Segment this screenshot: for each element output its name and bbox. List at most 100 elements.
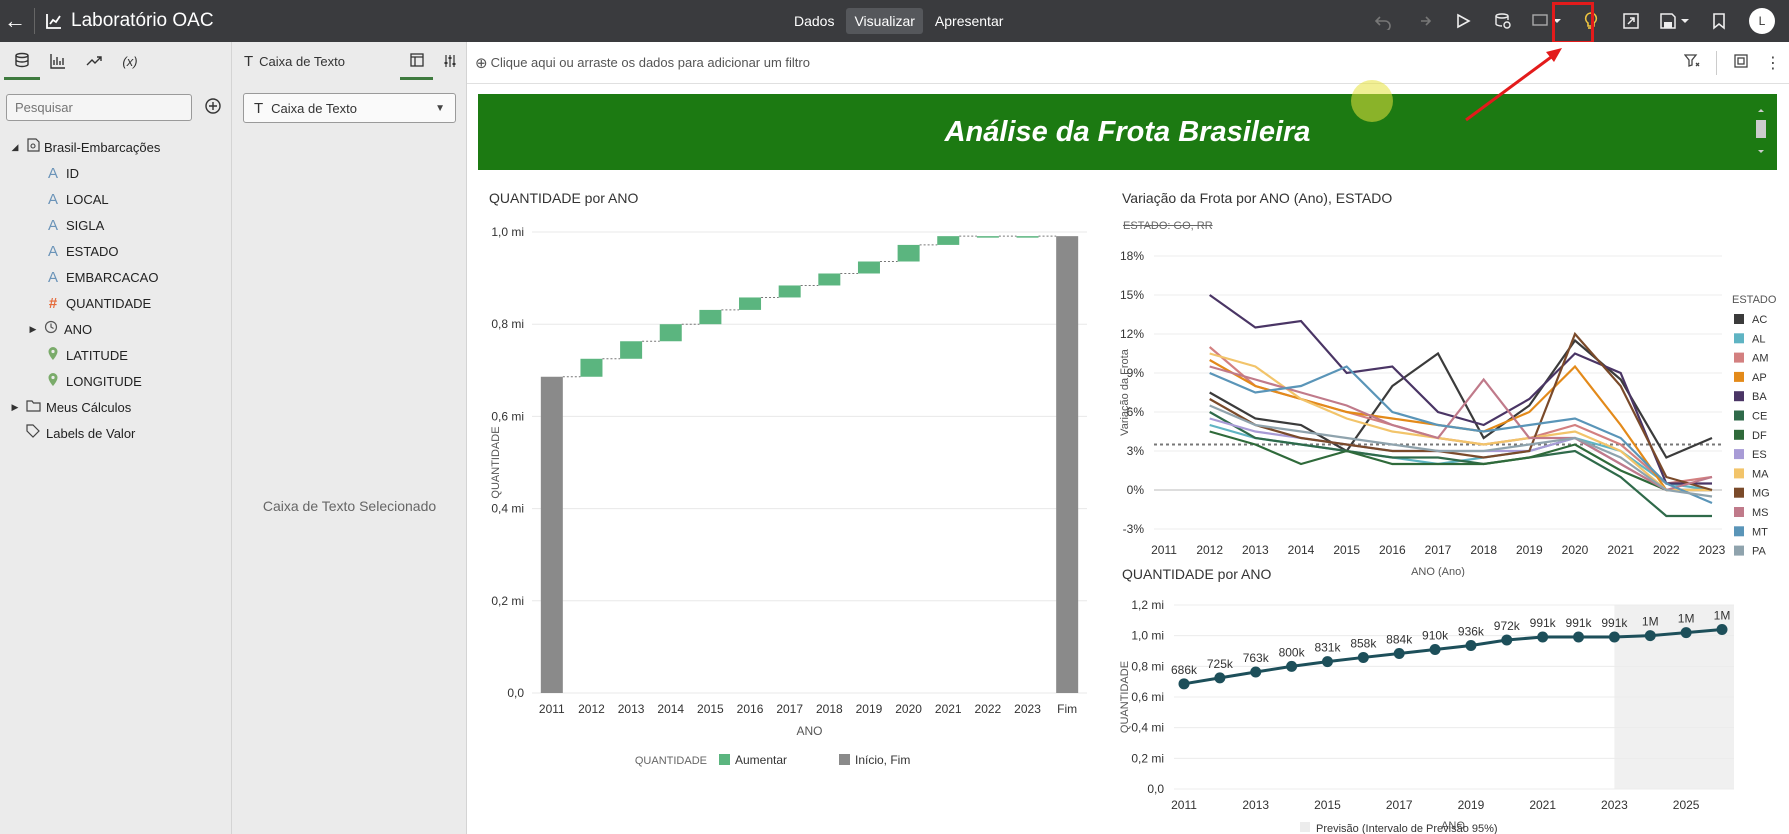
- tab-visualizar[interactable]: Visualizar: [846, 8, 923, 34]
- data-label: 763k: [1243, 651, 1270, 665]
- expand-icon[interactable]: ▶: [29, 323, 37, 334]
- expand-icon[interactable]: ▶: [11, 401, 19, 412]
- attribute-icon: A: [47, 242, 58, 260]
- dataset-node[interactable]: ◢ Brasil-Embarcações: [0, 134, 232, 160]
- x-tick-label: 2022: [1653, 543, 1680, 557]
- y-tick-label: 18%: [1120, 249, 1144, 263]
- x-tick-label: 2023: [1699, 543, 1726, 557]
- legend-item: Início, Fim: [855, 753, 910, 767]
- x-tick-label: 2025: [1673, 798, 1700, 812]
- collapse-icon[interactable]: ◢: [11, 141, 19, 152]
- state-variation-chart[interactable]: -3% 0% 3% 6% 9% 12% 15% 18% 2011 2012 2013 2014 2015…: [1112, 237, 1789, 577]
- waterfall-chart[interactable]: 0,0 0,2 mi 0,4 mi 0,6 mi 0,8 mi 1,0 mi 2011 201…: [467, 212, 1097, 834]
- waterfall-bar: [897, 244, 920, 262]
- cursor-highlight: [1351, 80, 1393, 122]
- field-label: LATITUDE: [66, 347, 128, 363]
- undo-icon[interactable]: [1363, 0, 1403, 42]
- data-tree: ◢ Brasil-Embarcações A ID A LOCAL A SIGLA A…: [0, 134, 232, 446]
- canvas-layout-icon[interactable]: [1733, 53, 1749, 74]
- refresh-data-icon[interactable]: [1483, 0, 1523, 42]
- data-point: [1214, 672, 1226, 684]
- data-label: 858k: [1350, 636, 1377, 650]
- properties-title: Caixa de Texto: [259, 53, 345, 69]
- x-axis-label: ANO (Ano): [1411, 566, 1465, 577]
- save-dropdown-icon[interactable]: [1651, 0, 1699, 42]
- visualizations-tab-icon[interactable]: [40, 42, 76, 80]
- export-icon[interactable]: [1611, 0, 1651, 42]
- field-item[interactable]: A SIGLA: [0, 212, 232, 238]
- filter-icon[interactable]: [1683, 53, 1700, 74]
- analytics-tab-icon[interactable]: [76, 42, 112, 80]
- field-label: LONGITUDE: [66, 373, 142, 389]
- layout-tab-icon[interactable]: [400, 42, 433, 80]
- bookmark-icon[interactable]: [1699, 0, 1739, 42]
- x-tick-label: Fim: [1057, 702, 1077, 716]
- y-tick-label: 3%: [1127, 444, 1145, 458]
- mode-nav: Dados Visualizar Apresentar: [786, 8, 1011, 34]
- more-vertical-icon[interactable]: ⋮: [1765, 55, 1781, 72]
- legend-swatch: [1734, 545, 1744, 556]
- y-tick-label: 1,0 mi: [1131, 629, 1164, 643]
- folder-label: Meus Cálculos: [46, 399, 132, 415]
- search-input[interactable]: [6, 94, 192, 121]
- data-point: [1465, 639, 1477, 651]
- legend-title: QUANTIDADE: [635, 755, 707, 767]
- folder-item[interactable]: ▶ Meus Cálculos: [0, 394, 232, 420]
- add-filter-icon[interactable]: ⊕: [475, 54, 488, 72]
- banner-scrollbar[interactable]: [1755, 108, 1767, 156]
- tab-apresentar[interactable]: Apresentar: [934, 13, 1004, 29]
- field-item[interactable]: # QUANTIDADE: [0, 290, 232, 316]
- field-item[interactable]: LONGITUDE: [0, 368, 232, 394]
- location-pin-icon: [42, 346, 64, 365]
- data-point: [1537, 631, 1549, 643]
- data-tab-icon[interactable]: [4, 42, 40, 80]
- data-point: [1357, 651, 1369, 663]
- visualization-type-select[interactable]: T Caixa de Texto ▼: [243, 93, 456, 123]
- y-tick-label: 12%: [1120, 327, 1144, 341]
- variables-tab-icon[interactable]: (x): [122, 53, 138, 69]
- data-point: [1573, 631, 1585, 643]
- title-banner[interactable]: Análise da Frota Brasileira: [478, 94, 1777, 170]
- x-tick-label: 2011: [539, 702, 565, 716]
- redo-icon[interactable]: [1403, 0, 1443, 42]
- back-arrow-icon[interactable]: ←: [4, 8, 26, 33]
- waterfall-bar: [699, 309, 722, 325]
- measure-hash-icon: #: [48, 294, 58, 312]
- field-item[interactable]: ▶ ANO: [0, 316, 232, 342]
- field-item[interactable]: A EMBARCACAO: [0, 264, 232, 290]
- app-title: Laboratório OAC: [45, 10, 214, 32]
- add-data-icon[interactable]: [204, 97, 222, 115]
- x-tick-label: 2012: [1196, 543, 1223, 557]
- waterfall-bar: [540, 376, 563, 693]
- data-point: [1716, 624, 1728, 636]
- filter-bar[interactable]: ⊕ Clique aqui ou arraste os dados para a…: [467, 42, 1789, 84]
- legend-item: AC: [1752, 314, 1767, 326]
- series-line: [1183, 628, 1723, 686]
- forecast-chart[interactable]: 0,0 0,2 mi 0,4 mi 0,6 mi 0,8 mi 1,0 mi 1,2 mi 2…: [1112, 587, 1789, 834]
- folder-item[interactable]: Labels de Valor: [0, 420, 232, 446]
- field-item[interactable]: A ID: [0, 160, 232, 186]
- legend-item: BA: [1752, 391, 1767, 403]
- field-item[interactable]: A ESTADO: [0, 238, 232, 264]
- field-item[interactable]: A LOCAL: [0, 186, 232, 212]
- waterfall-bar: [580, 358, 603, 377]
- user-avatar[interactable]: L: [1749, 8, 1775, 34]
- y-tick-label: 0,4 mi: [491, 502, 524, 516]
- data-label: 884k: [1386, 632, 1413, 646]
- x-tick-label: 2015: [1333, 543, 1360, 557]
- x-tick-label: 2019: [856, 702, 883, 716]
- legend-item: DF: [1752, 430, 1767, 442]
- field-item[interactable]: LATITUDE: [0, 342, 232, 368]
- legend-swatch: [1734, 314, 1744, 324]
- settings-sliders-icon[interactable]: [433, 42, 466, 80]
- y-tick-label: 0,6 mi: [1131, 690, 1164, 704]
- series-line: [1209, 365, 1713, 492]
- x-tick-label: 2016: [737, 702, 764, 716]
- x-tick-label: 2023: [1014, 702, 1041, 716]
- lightbulb-icon[interactable]: [1571, 0, 1611, 42]
- series-line: [1209, 365, 1713, 505]
- comment-dropdown-icon[interactable]: [1523, 0, 1571, 42]
- play-icon[interactable]: [1443, 0, 1483, 42]
- y-tick-label: 0,6 mi: [491, 409, 524, 423]
- tab-dados[interactable]: Dados: [794, 13, 835, 29]
